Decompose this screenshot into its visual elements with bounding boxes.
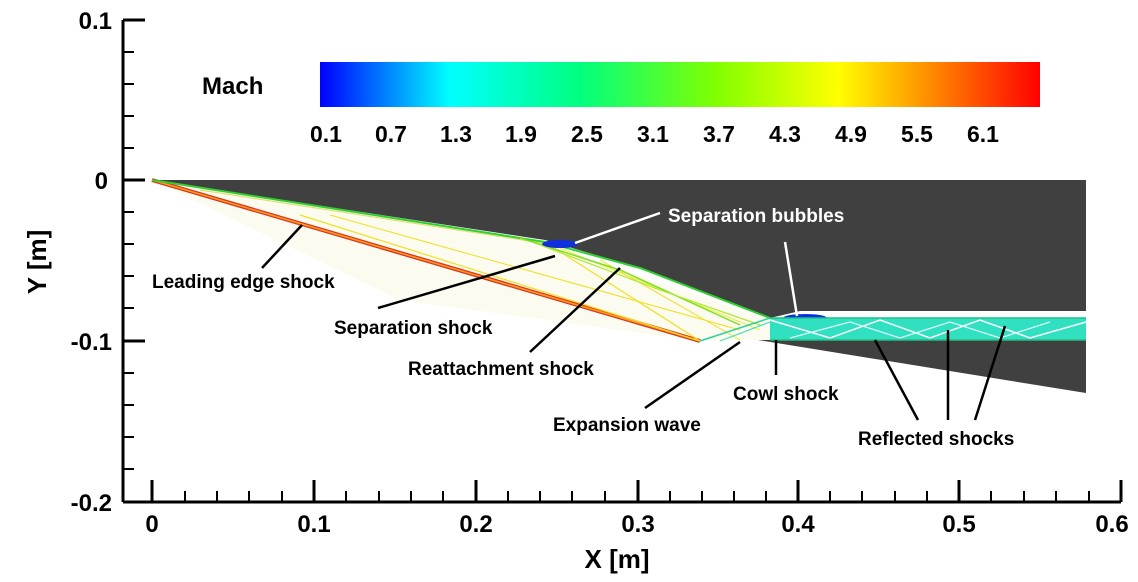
x-tick-label: 0.2 (459, 511, 492, 538)
label-separation-shock: Separation shock (334, 318, 493, 339)
y-axis-title: Y [m] (22, 230, 52, 295)
separation-bubble-1 (542, 240, 578, 248)
colorbar-label: 0.1 (310, 121, 342, 147)
label-leading-edge-shock: Leading edge shock (152, 272, 335, 293)
x-tick-label: 0.6 (1095, 511, 1128, 538)
colorbar-label: 3.1 (637, 121, 669, 147)
y-tick-label: -0.2 (71, 490, 112, 517)
leader-expansion-wave (645, 342, 740, 408)
colorbar-label: 4.9 (835, 121, 867, 147)
colorbar-gradient (320, 62, 1040, 107)
x-axis-title: X [m] (585, 544, 650, 574)
y-tick-label: 0.1 (79, 8, 112, 35)
colorbar: Mach 0.1 0.7 1.3 1.9 2.5 3.1 3.7 4.3 4.9… (202, 62, 1040, 147)
colorbar-label: 6.1 (967, 121, 999, 147)
x-tick-label: 0.1 (297, 511, 330, 538)
colorbar-label: 3.7 (703, 121, 735, 147)
x-tick-label: 0.5 (942, 511, 975, 538)
colorbar-label: 2.5 (571, 121, 603, 147)
colorbar-label: 1.9 (505, 121, 537, 147)
x-tick-label: 0.4 (781, 511, 815, 538)
label-cowl-shock: Cowl shock (733, 384, 839, 405)
colorbar-title: Mach (202, 73, 263, 100)
label-separation-bubbles: Separation bubbles (668, 206, 844, 227)
colorbar-label: 5.5 (901, 121, 933, 147)
colorbar-label: 1.3 (440, 121, 472, 147)
x-tick-label: 0.3 (621, 511, 654, 538)
label-expansion-wave: Expansion wave (553, 415, 701, 436)
label-reflected-shocks: Reflected shocks (858, 429, 1014, 450)
y-tick-label: 0 (95, 168, 108, 195)
colorbar-label: 0.7 (375, 121, 407, 147)
label-reattachment-shock: Reattachment shock (408, 359, 594, 380)
x-tick-label: 0 (145, 511, 158, 538)
y-tick-label: -0.1 (71, 329, 112, 356)
colorbar-label: 4.3 (769, 121, 801, 147)
